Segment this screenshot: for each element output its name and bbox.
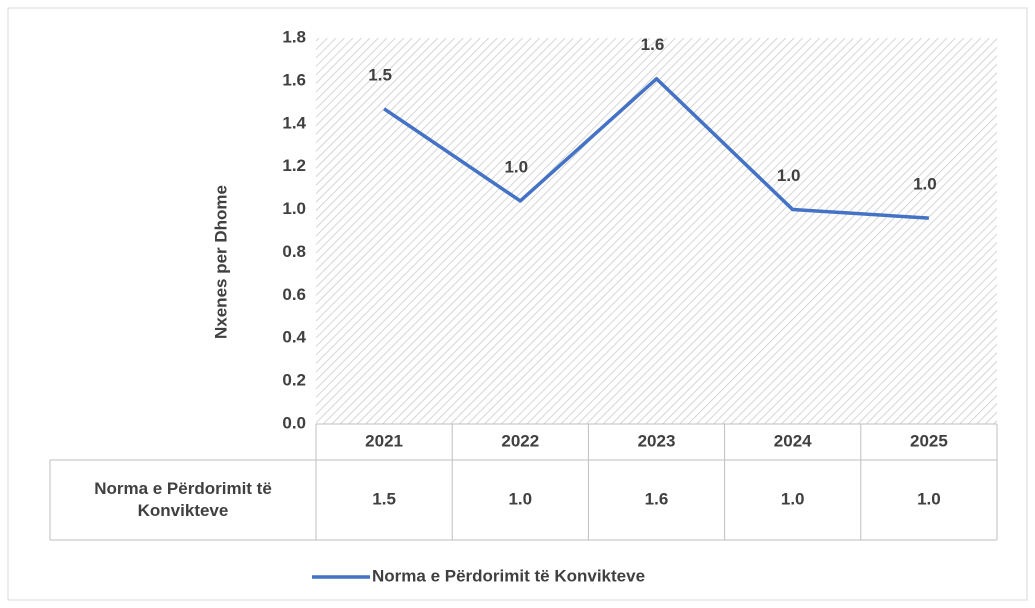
y-tick-label: 1.8 <box>282 27 306 46</box>
y-tick-label: 1.2 <box>282 156 306 175</box>
table-value: 1.0 <box>917 489 941 508</box>
y-tick-label: 0.8 <box>282 242 306 261</box>
table-value: 1.6 <box>645 489 669 508</box>
y-tick-label: 1.0 <box>282 199 306 218</box>
y-tick-label: 0.6 <box>282 285 306 304</box>
x-tick-label: 2021 <box>365 431 403 450</box>
plot-area <box>316 38 997 424</box>
table-row-label: Norma e Përdorimit të Konvikteve <box>94 478 272 520</box>
table-value: 1.0 <box>781 489 805 508</box>
series-line <box>383 76 930 220</box>
legend-label: Norma e Përdorimit të Konvikteve <box>372 566 645 585</box>
data-label: 1.6 <box>641 35 665 54</box>
data-label: 1.5 <box>368 65 392 84</box>
data-label: 1.0 <box>913 175 937 194</box>
x-tick-label: 2022 <box>501 431 539 450</box>
x-tick-label: 2024 <box>774 431 812 450</box>
y-tick-label: 1.4 <box>282 113 306 132</box>
x-tick-label: 2023 <box>638 431 676 450</box>
y-axis-label: Nxenes per Dhome <box>211 185 230 339</box>
data-label: 1.0 <box>504 157 528 176</box>
y-tick-label: 0.0 <box>282 413 306 432</box>
y-tick-label: 0.4 <box>282 328 306 347</box>
y-tick-label: 0.2 <box>282 371 306 390</box>
x-tick-label: 2025 <box>910 431 948 450</box>
data-label: 1.0 <box>777 166 801 185</box>
table-value: 1.0 <box>508 489 532 508</box>
table-value: 1.5 <box>372 489 396 508</box>
y-tick-label: 1.6 <box>282 70 306 89</box>
